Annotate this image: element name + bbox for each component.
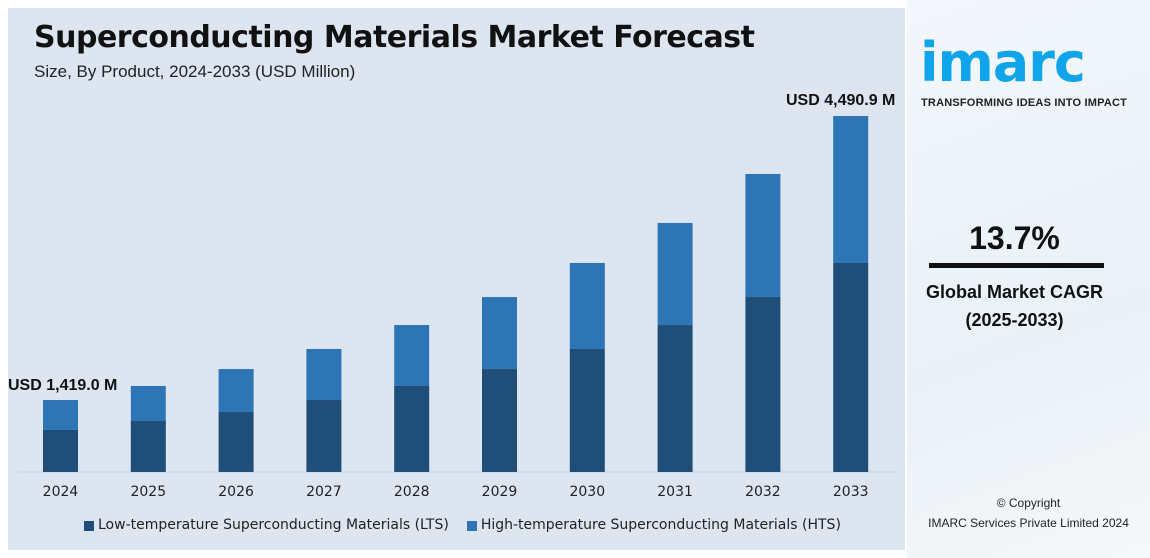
cagr-period: (2025-2033)	[965, 310, 1064, 330]
legend-item-lts: Low-temperature Superconducting Material…	[84, 517, 449, 534]
annotation-2033: USD 4,490.9 M	[786, 92, 895, 109]
cagr-label: Global Market CAGR	[925, 282, 1104, 302]
bar-hts-2033	[833, 116, 869, 264]
imarc-logo: imarc	[920, 31, 1086, 94]
cagr-value: 13.7%	[969, 220, 1060, 256]
x-tick-label: 2025	[130, 484, 166, 500]
bar-hts-2026	[218, 369, 254, 413]
bar-hts-2027	[306, 348, 342, 401]
x-tick-label: 2032	[745, 484, 781, 500]
bar-lts-2028	[394, 385, 430, 472]
bar-lts-2030	[569, 348, 605, 472]
bar-lts-2029	[482, 369, 517, 472]
bar-hts-2028	[394, 325, 430, 386]
bar-hts-2030	[569, 263, 605, 349]
x-tick-label: 2026	[218, 484, 254, 500]
bar-lts-2025	[130, 420, 166, 472]
bar-hts-2032	[745, 173, 781, 298]
bar-lts-2027	[306, 400, 342, 472]
divider	[929, 263, 1104, 268]
x-tick-label: 2033	[833, 484, 869, 500]
legend-item-hts: High-temperature Superconducting Materia…	[466, 517, 841, 534]
annotation-2024: USD 1,419.0 M	[8, 377, 117, 394]
legend-label-lts: Low-temperature Superconducting Material…	[98, 517, 449, 533]
x-tick-label: 2029	[482, 484, 518, 500]
bar-chart: 2024 2025 2026 2027 2028 2029 2030 2031 2032 2033…	[8, 92, 895, 500]
x-tick-label: 2027	[306, 484, 342, 500]
legend-swatch-lts	[84, 520, 94, 531]
bar-lts-2033	[833, 263, 869, 472]
x-tick-label: 2024	[43, 484, 79, 500]
legend-swatch-hts	[466, 520, 477, 531]
bar-hts-2024	[43, 400, 78, 430]
x-tick-label: 2028	[394, 484, 430, 500]
bar-lts-2032	[745, 297, 781, 472]
bar-lts-2024	[43, 429, 78, 472]
bar-lts-2026	[218, 412, 254, 472]
legend-label-hts: High-temperature Superconducting Materia…	[480, 517, 841, 533]
x-tick-label: 2031	[657, 484, 693, 500]
chart-subtitle: Size, By Product, 2024-2033 (USD Million…	[34, 62, 356, 81]
legend: Low-temperature Superconducting Material…	[84, 517, 841, 534]
copyright: © Copyright	[996, 496, 1061, 510]
side-panel	[907, 0, 1150, 558]
copyright-owner: IMARC Services Private Limited 2024	[928, 516, 1129, 530]
tagline: TRANSFORMING IDEAS INTO IMPACT	[921, 97, 1128, 109]
bar-hts-2031	[657, 222, 693, 326]
bar-lts-2031	[657, 325, 693, 472]
x-tick-label: 2030	[569, 484, 605, 500]
bar-hts-2025	[130, 385, 166, 421]
bar-hts-2029	[482, 297, 517, 370]
chart-title: Superconducting Materials Market Forecas…	[34, 20, 755, 55]
